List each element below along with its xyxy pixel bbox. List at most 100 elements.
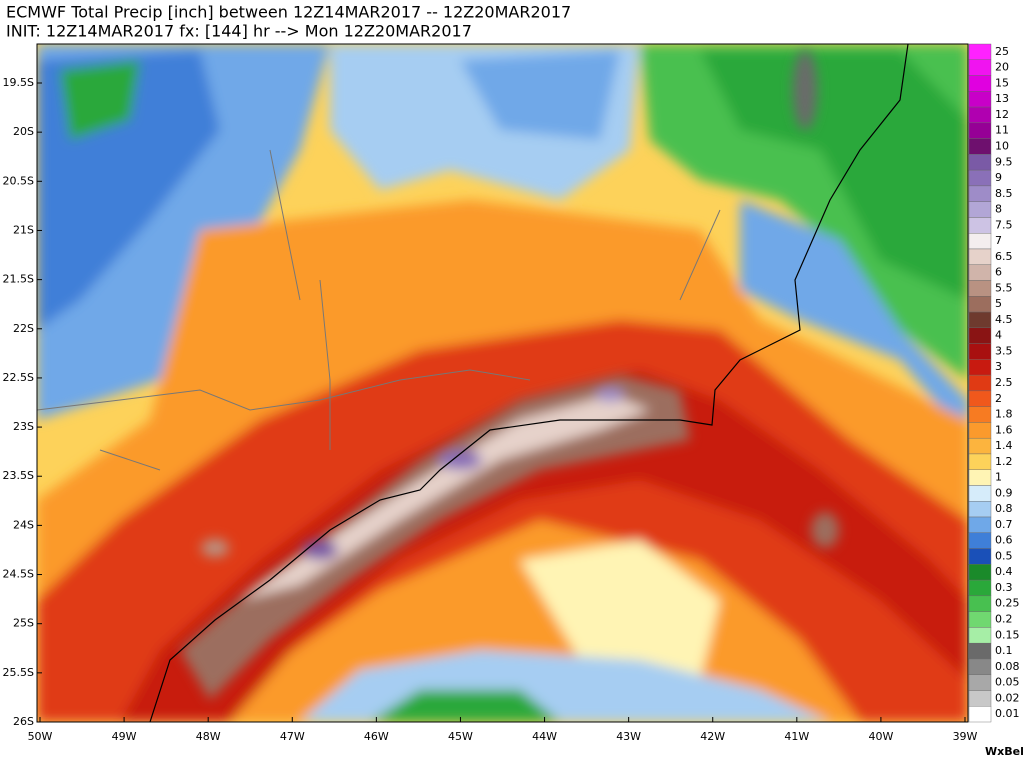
lon-label: 46W [364,730,389,743]
lon-label: 41W [784,730,809,743]
color-swatch [968,627,992,644]
lon-label: 45W [448,730,473,743]
color-label: 0.5 [995,549,1013,562]
lon-label: 43W [616,730,641,743]
color-swatch [968,579,992,597]
lat-label: 23S [13,420,34,433]
color-swatch [968,138,992,155]
color-label: 0.02 [995,691,1020,704]
color-swatch [968,185,992,202]
color-swatch [968,390,992,407]
color-swatch [968,453,992,470]
lat-label: 20S [13,125,34,138]
color-swatch [968,611,992,628]
color-swatch [968,485,992,502]
lon-label: 39W [953,730,978,743]
color-label: 1.2 [995,455,1013,468]
color-swatch [968,311,992,329]
color-swatch [968,91,992,108]
color-label: 1.6 [995,423,1013,436]
color-label: 5.5 [995,281,1013,294]
color-swatch [968,422,992,439]
color-label: 8 [995,203,1002,216]
color-swatch [968,674,992,691]
color-swatch [968,374,992,392]
color-label: 6.5 [995,250,1013,263]
color-swatch [968,516,992,533]
map-frame [36,43,969,723]
color-label: 0.15 [995,628,1020,641]
color-label: 1 [995,471,1002,484]
color-label: 10 [995,139,1009,152]
lat-label: 24.5S [3,568,34,581]
color-label: 11 [995,124,1009,137]
color-label: 2 [995,392,1002,405]
color-swatch [968,201,992,218]
color-label: 0.7 [995,518,1013,531]
color-swatch [968,217,992,234]
color-label: 0.1 [995,644,1013,657]
color-label: 0.08 [995,660,1020,673]
lon-label: 40W [868,730,893,743]
color-label: 9 [995,171,1002,184]
lat-label: 23.5S [3,469,34,482]
color-swatch [968,548,992,565]
color-swatch [968,59,992,76]
lon-label: 44W [532,730,557,743]
lat-label: 19.5S [3,76,34,89]
color-label: 5 [995,297,1002,310]
lat-label: 20.5S [3,174,34,187]
color-label: 0.6 [995,534,1013,547]
logo: WxBell [985,745,1024,758]
lat-label: 25S [13,617,34,630]
color-swatch [968,595,992,612]
color-swatch [968,658,992,675]
color-label: 1.8 [995,408,1013,421]
color-swatch [968,343,992,360]
color-swatch [968,296,992,313]
lon-label: 42W [700,730,725,743]
color-swatch [968,437,992,455]
color-label: 4 [995,329,1002,342]
color-label: 0.4 [995,565,1013,578]
color-label: 0.25 [995,597,1020,610]
color-swatch [968,233,992,250]
color-swatch [968,264,992,281]
color-label: 0.3 [995,581,1013,594]
color-swatch [968,469,992,486]
lat-label: 21.5S [3,273,34,286]
color-label: 0.8 [995,502,1013,515]
lon-label: 50W [28,730,53,743]
color-label: 4.5 [995,313,1013,326]
color-swatch [968,75,992,92]
color-label: 2.5 [995,376,1013,389]
lat-label: 25.5S [3,666,34,679]
color-swatch [968,154,992,171]
title: ECMWF Total Precip [inch] between 12Z14M… [6,3,571,22]
color-label: 15 [995,76,1009,89]
color-swatch [968,690,992,707]
color-label: 0.05 [995,676,1020,689]
color-label: 7 [995,234,1002,247]
color-swatch [968,169,992,187]
lon-label: 47W [280,730,305,743]
subtitle: INIT: 12Z14MAR2017 fx: [144] hr --> Mon … [6,22,472,41]
color-label: 12 [995,108,1009,121]
color-label: 0.2 [995,613,1013,626]
color-label: 6 [995,266,1002,279]
color-swatch [968,43,992,60]
lon-label: 48W [196,730,221,743]
color-swatch [968,501,992,518]
color-label: 9.5 [995,155,1013,168]
color-swatch [968,564,992,581]
color-label: 25 [995,45,1009,58]
color-label: 0.9 [995,486,1013,499]
color-swatch [968,248,992,265]
color-label: 3 [995,360,1002,373]
color-swatch [968,280,992,297]
color-label: 7.5 [995,218,1013,231]
color-swatch [968,359,992,376]
lat-label: 22S [13,322,34,335]
color-label: 8.5 [995,187,1013,200]
